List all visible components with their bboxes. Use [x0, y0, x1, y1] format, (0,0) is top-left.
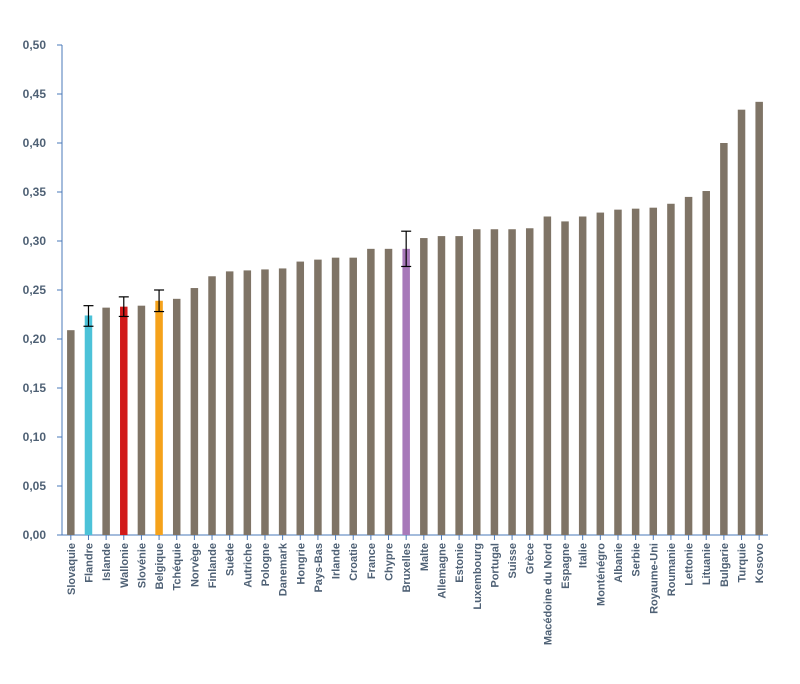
x-category-label: Norvège [189, 543, 201, 587]
y-tick-label: 0,00 [23, 528, 47, 542]
bar [437, 236, 446, 535]
y-tick-label: 0,15 [23, 381, 47, 395]
bar [649, 207, 658, 535]
bar [702, 191, 710, 535]
bar [755, 101, 763, 535]
x-category-label: Danemark [278, 542, 290, 596]
x-category-label: Serbie [631, 543, 643, 577]
bar [508, 229, 516, 536]
x-category-label: Estonie [454, 543, 466, 583]
x-category-label: Royaume-Uni [648, 543, 660, 614]
bar [614, 209, 622, 535]
bar [684, 196, 693, 535]
x-category-label: Espagne [560, 543, 572, 589]
bar [225, 271, 234, 535]
x-category-label: Chypre [384, 543, 396, 581]
x-category-label: Macédoine du Nord [542, 543, 554, 645]
x-category-label: Irlande [331, 543, 343, 579]
bar [384, 248, 393, 535]
x-category-label: Flandre [83, 543, 95, 583]
x-category-label: Lettonie [684, 543, 696, 586]
x-category-label: Suisse [507, 543, 519, 578]
x-category-label: Islande [101, 543, 113, 581]
x-category-label: Bulgarie [719, 543, 731, 587]
bar [84, 315, 93, 535]
x-category-label: Suède [225, 543, 237, 576]
bar [420, 238, 428, 535]
bar [190, 288, 199, 535]
bar [525, 228, 534, 535]
x-category-label: Wallonie [119, 543, 131, 588]
bar [667, 203, 675, 535]
x-category-label: Bruxelles [401, 543, 413, 593]
bar [402, 248, 410, 535]
x-category-label: Lituanie [701, 543, 713, 585]
bar [243, 270, 252, 535]
x-category-label: Slovénie [136, 543, 148, 588]
x-category-label: Croatie [348, 543, 360, 581]
bar [331, 257, 340, 535]
y-tick-label: 0,05 [23, 479, 47, 493]
bar [455, 236, 463, 535]
x-category-label: Grèce [525, 543, 537, 574]
y-tick-label: 0,25 [23, 283, 47, 297]
x-category-labels: Slovaquie Flandre Islande Wallonie Slovénie B… [66, 542, 766, 645]
bar [631, 208, 640, 535]
bar [296, 261, 305, 535]
bar [172, 298, 181, 535]
bar [737, 109, 746, 536]
bar [578, 216, 587, 535]
y-tick-label: 0,20 [23, 332, 47, 346]
x-category-label: Tchéquie [172, 543, 184, 590]
x-category-label: Roumanie [666, 543, 678, 596]
x-category-label: Monténégro [595, 543, 607, 606]
y-tick-label: 0,10 [23, 430, 47, 444]
x-category-label: Autriche [242, 543, 254, 588]
x-category-label: Belgique [154, 543, 166, 589]
bar [67, 330, 75, 535]
bars [67, 101, 763, 536]
y-tick-label: 0,30 [23, 234, 47, 248]
y-tick-label: 0,50 [23, 38, 47, 52]
bar [490, 229, 499, 536]
bar [155, 300, 163, 535]
x-category-label: France [366, 543, 378, 579]
bar [120, 306, 128, 535]
bar [102, 307, 110, 535]
x-category-label: Turquie [737, 543, 749, 583]
bar [261, 269, 269, 535]
x-category-label: Kosovo [754, 543, 766, 584]
bar [596, 212, 605, 535]
bar [367, 248, 375, 535]
x-category-label: Finlande [207, 543, 219, 588]
x-category-label: Pays-Bas [313, 543, 325, 593]
x-category-label: Albanie [613, 543, 625, 583]
bar [278, 268, 287, 535]
y-tick-label: 0,40 [23, 136, 47, 150]
bar [137, 305, 146, 535]
x-category-label: Malte [419, 543, 431, 571]
bar [720, 143, 728, 535]
x-category-label: Italie [578, 543, 590, 568]
bar [314, 259, 322, 535]
bar [349, 257, 357, 535]
y-tick-label: 0,35 [23, 185, 47, 199]
bar [561, 221, 569, 535]
bar [473, 229, 481, 536]
y-tick-labels: 0,00 0,05 0,10 0,15 0,20 0,25 0,30 0,35 0,40 0,45… [23, 38, 47, 542]
y-tick-label: 0,45 [23, 87, 47, 101]
bar [208, 276, 216, 535]
x-category-label: Portugal [489, 543, 501, 588]
x-category-label: Slovaquie [66, 543, 78, 595]
axes [57, 44, 768, 540]
x-category-label: Pologne [260, 543, 272, 586]
bar [543, 216, 552, 535]
error-bars [83, 230, 412, 327]
x-category-label: Allemagne [436, 543, 448, 599]
x-category-label: Luxembourg [472, 543, 484, 610]
x-category-label: Hongrie [295, 543, 307, 585]
